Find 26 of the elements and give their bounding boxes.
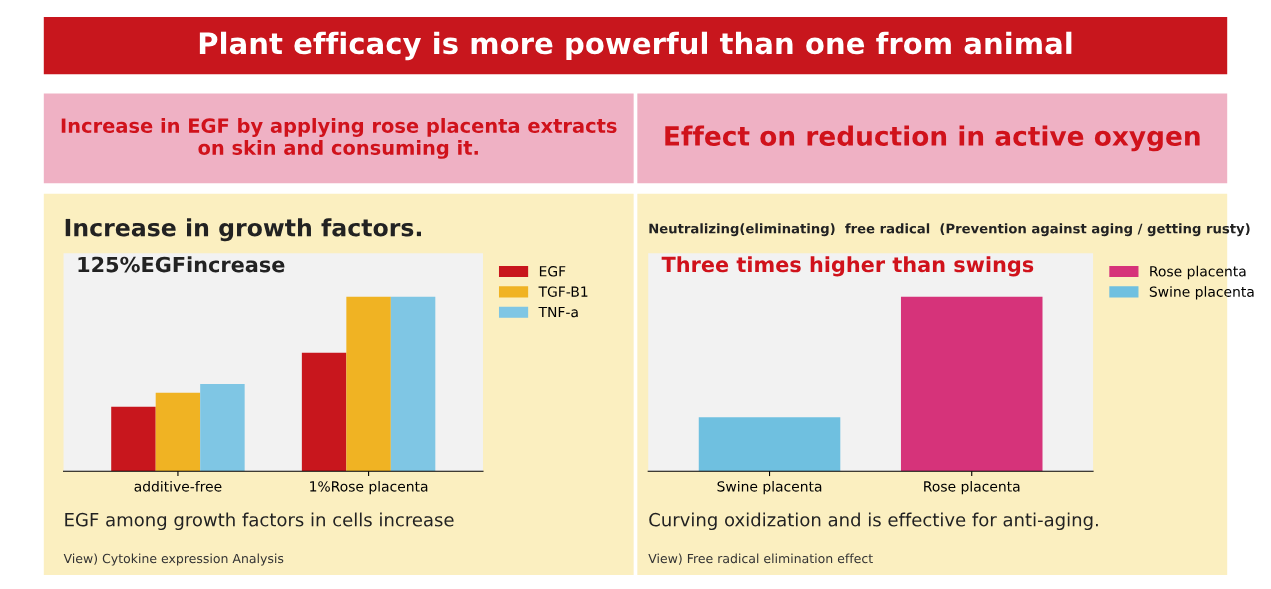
bar	[390, 296, 436, 472]
text: View) Cytokine expression Analysis	[63, 553, 284, 566]
chart-title: Neutralizing(eliminating) free radical (Prevention against aging / getting rusty)	[649, 223, 1250, 237]
text: 125%EGFincrease	[78, 256, 285, 273]
x-tick-label: 1%Rose placenta	[310, 480, 428, 495]
text: View) Free radical elimination effect	[648, 553, 873, 565]
legend-label: Swine placenta	[1149, 286, 1254, 300]
chart-title: Increase in growth factors.	[65, 218, 421, 242]
text: Curving oxidization and is effective for anti-aging.	[649, 512, 1098, 530]
chart-subtitle: Increase in EGF by applying rose placenta extracts on skin and consuming it.	[61, 117, 617, 159]
bar	[111, 406, 156, 472]
chart-subtitle: Effect on reduction in active oxygen	[665, 125, 1200, 152]
text: Plant efficacy is more powerful than one from animal	[199, 31, 1072, 61]
bar	[155, 392, 201, 472]
legend-label: TGF-B1	[538, 286, 588, 297]
text: EGF among growth factors in cells increase	[65, 512, 454, 530]
legend-label: Rose placenta	[1150, 265, 1246, 280]
x-tick-label: additive-free	[134, 480, 222, 492]
bar	[301, 352, 347, 472]
legend-label: TNF-a	[538, 306, 578, 318]
bar	[200, 384, 245, 472]
x-tick-label: Swine placenta	[717, 480, 822, 495]
text: Three times higher than swings	[661, 256, 1034, 277]
bar	[346, 296, 391, 472]
legend-label: EGF	[539, 266, 566, 277]
x-tick-label: Rose placenta	[924, 480, 1020, 495]
